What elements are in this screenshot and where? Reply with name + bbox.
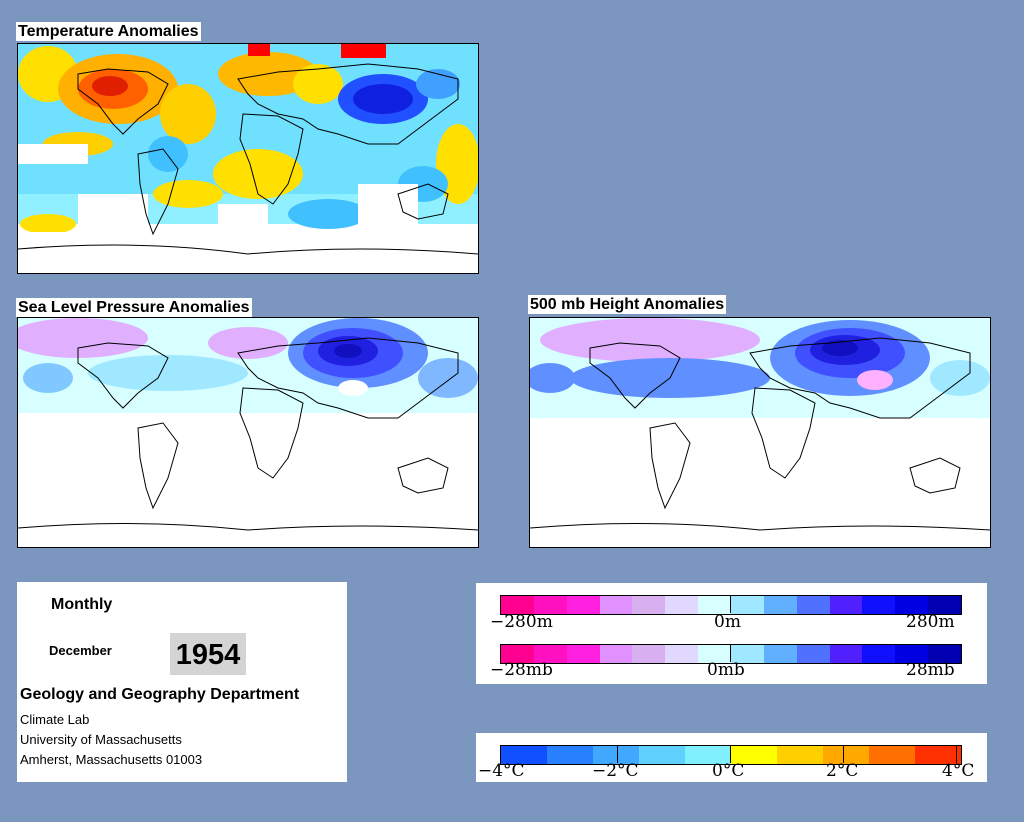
height-min-label: −280m bbox=[490, 612, 553, 632]
temp-tick-zero bbox=[730, 745, 731, 763]
pressure-swatch-8 bbox=[763, 645, 797, 663]
anomaly-legend-panel: −280m 0m 280m −28mb 0mb 28mb bbox=[476, 583, 987, 684]
temperature-legend-panel: −4°C −2°C 0°C 2°C 4°C bbox=[476, 733, 987, 782]
pressure-swatch-12 bbox=[895, 645, 929, 663]
height-zero-tick bbox=[730, 595, 731, 613]
height-swatch-5 bbox=[665, 596, 699, 614]
pressure-swatch-3 bbox=[599, 645, 633, 663]
height-color-bar bbox=[500, 595, 962, 615]
temperature-swatch-2 bbox=[593, 746, 639, 764]
temp-tick-pos2 bbox=[843, 745, 844, 763]
height-max-label: 280m bbox=[906, 612, 955, 632]
pressure-swatch-11 bbox=[862, 645, 896, 663]
height-swatch-6 bbox=[698, 596, 732, 614]
pressure-swatch-6 bbox=[698, 645, 732, 663]
height-swatch-9 bbox=[796, 596, 830, 614]
temp-label-neg2: −2°C bbox=[592, 761, 639, 781]
pressure-swatch-10 bbox=[829, 645, 863, 663]
temp-label-pos2: 2°C bbox=[826, 761, 859, 781]
temperature-swatch-0 bbox=[501, 746, 547, 764]
height-anomaly-map bbox=[529, 317, 991, 548]
temperature-swatch-5 bbox=[731, 746, 777, 764]
height-mid-label: 0m bbox=[714, 612, 741, 632]
height-map-title: 500 mb Height Anomalies bbox=[528, 295, 727, 314]
pressure-swatch-2 bbox=[566, 645, 600, 663]
address-label: Amherst, Massachusetts 01003 bbox=[20, 752, 203, 767]
temp-tick-neg2 bbox=[617, 745, 618, 763]
height-swatch-2 bbox=[566, 596, 600, 614]
university-label: University of Massachusetts bbox=[20, 732, 182, 747]
department-label: Geology and Geography Department bbox=[20, 686, 300, 703]
pressure-swatch-0 bbox=[501, 645, 534, 663]
height-swatch-4 bbox=[632, 596, 666, 614]
pressure-min-label: −28mb bbox=[490, 660, 553, 680]
pressure-color-bar bbox=[500, 644, 962, 664]
temp-tick-pos4 bbox=[956, 745, 957, 763]
temp-label-pos4: 4°C bbox=[942, 761, 975, 781]
height-swatch-12 bbox=[895, 596, 929, 614]
temperature-map-title: Temperature Anomalies bbox=[16, 22, 201, 41]
pressure-swatch-13 bbox=[928, 645, 962, 663]
pressure-anomaly-map bbox=[17, 317, 479, 548]
temperature-swatch-1 bbox=[547, 746, 593, 764]
temperature-anomaly-map bbox=[17, 43, 479, 274]
lab-label: Climate Lab bbox=[20, 712, 90, 727]
height-swatch-0 bbox=[501, 596, 534, 614]
year-label: 1954 bbox=[170, 633, 246, 675]
temperature-color-bar bbox=[500, 745, 962, 765]
temperature-swatch-7 bbox=[823, 746, 869, 764]
height-swatch-8 bbox=[763, 596, 797, 614]
pressure-zero-tick bbox=[730, 644, 731, 662]
height-swatch-10 bbox=[829, 596, 863, 614]
temperature-swatch-9 bbox=[915, 746, 961, 764]
info-panel: Monthly December 1954 Geology and Geogra… bbox=[17, 582, 347, 782]
height-swatch-7 bbox=[731, 596, 764, 614]
pressure-swatch-4 bbox=[632, 645, 666, 663]
temp-label-zero: 0°C bbox=[712, 761, 745, 781]
pressure-max-label: 28mb bbox=[906, 660, 955, 680]
height-swatch-1 bbox=[533, 596, 567, 614]
pressure-map-title: Sea Level Pressure Anomalies bbox=[16, 298, 252, 317]
month-label: December bbox=[49, 643, 112, 658]
pressure-swatch-9 bbox=[796, 645, 830, 663]
pressure-swatch-5 bbox=[665, 645, 699, 663]
height-swatch-13 bbox=[928, 596, 962, 614]
pressure-swatch-7 bbox=[731, 645, 764, 663]
pressure-mid-label: 0mb bbox=[707, 660, 745, 680]
temperature-swatch-8 bbox=[869, 746, 915, 764]
frequency-label: Monthly bbox=[51, 596, 113, 613]
temperature-swatch-3 bbox=[639, 746, 685, 764]
height-swatch-11 bbox=[862, 596, 896, 614]
pressure-swatch-1 bbox=[533, 645, 567, 663]
height-swatch-3 bbox=[599, 596, 633, 614]
temperature-swatch-6 bbox=[777, 746, 823, 764]
temp-label-neg4: −4°C bbox=[478, 761, 525, 781]
temperature-swatch-4 bbox=[685, 746, 731, 764]
